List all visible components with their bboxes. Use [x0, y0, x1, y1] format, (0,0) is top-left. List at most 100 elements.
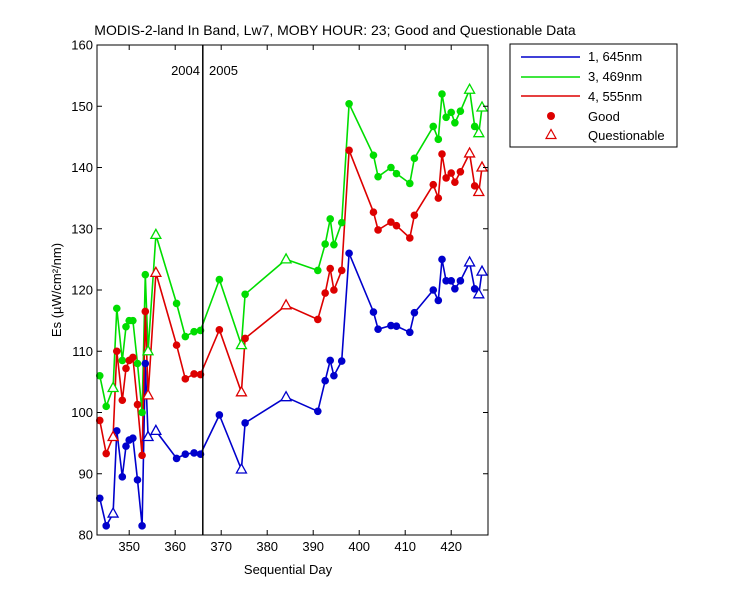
good-point-4-555nm — [326, 264, 335, 273]
questionable-point-3-469nm — [106, 381, 120, 393]
questionable-point-4-555nm — [475, 160, 489, 172]
good-point-3-469nm — [215, 275, 224, 284]
questionable-point-4-555nm — [106, 430, 120, 442]
good-point-1-645nm — [345, 249, 353, 258]
good-point-4-555nm — [410, 211, 419, 220]
questionable-point-4-555nm — [149, 266, 162, 278]
plot-frame — [96, 44, 489, 536]
good-point-3-469nm — [172, 299, 181, 308]
questionable-point-3-469nm — [235, 338, 248, 350]
good-point-3-469nm — [102, 402, 110, 411]
good-point-1-645nm — [410, 308, 419, 317]
legend-label-good: Good — [588, 109, 620, 124]
good-point-4-555nm — [406, 234, 414, 242]
good-point-4-555nm — [129, 353, 137, 362]
good-point-4-555nm — [442, 174, 450, 182]
good-point-3-469nm — [337, 218, 346, 227]
good-point-4-555nm — [451, 178, 459, 186]
series-line-3-469nm — [99, 88, 483, 414]
good-point-3-469nm — [122, 322, 130, 331]
y-tick-label: 130 — [71, 221, 93, 236]
good-point-1-645nm — [326, 356, 335, 365]
good-point-1-645nm — [118, 473, 127, 481]
good-point-1-645nm — [429, 286, 438, 294]
good-point-4-555nm — [387, 218, 395, 226]
year-label-2004: 2004 — [171, 63, 200, 78]
good-point-4-555nm — [314, 315, 322, 324]
good-point-3-469nm — [138, 408, 146, 417]
good-point-1-645nm — [392, 322, 401, 330]
chart-title: MODIS-2-land In Band, Lw7, MOBY HOUR: 23… — [94, 22, 576, 38]
questionable-point-1-645nm — [463, 255, 476, 267]
good-point-1-645nm — [122, 442, 130, 450]
x-tick-label: 390 — [302, 539, 324, 554]
good-point-1-645nm — [129, 434, 137, 443]
good-point-1-645nm — [112, 427, 121, 435]
good-point-1-645nm — [133, 476, 142, 484]
good-point-3-469nm — [406, 179, 414, 188]
legend-label-645: 1, 645nm — [588, 49, 642, 64]
y-tick-label: 90 — [79, 466, 93, 481]
x-tick-label: 370 — [210, 539, 232, 554]
good-point-4-555nm — [369, 208, 378, 217]
y-tick-label: 80 — [79, 528, 93, 543]
good-point-1-645nm — [141, 359, 150, 368]
good-point-3-469nm — [181, 332, 190, 341]
good-point-4-555nm — [133, 400, 142, 409]
good-point-3-469nm — [129, 316, 137, 325]
x-tick-label: 380 — [256, 539, 278, 554]
questionable-point-1-645nm — [106, 506, 120, 518]
good-point-1-645nm — [102, 522, 110, 530]
good-point-4-555nm — [138, 451, 146, 460]
good-point-1-645nm — [369, 308, 378, 316]
good-point-1-645nm — [190, 449, 198, 457]
questionable-point-3-469nm — [149, 228, 162, 240]
legend: 1, 645nm 3, 469nm 4, 555nm Good Question… — [509, 43, 678, 148]
good-point-4-555nm — [438, 150, 446, 158]
axes: 350 360 370 380 390 400 410 420 80 90 100 110 120 130… — [71, 38, 489, 554]
questionable-point-4-555nm — [472, 185, 485, 197]
good-point-1-645nm — [434, 296, 443, 305]
y-tick-label: 120 — [71, 283, 93, 298]
y-tick-label: 110 — [72, 344, 93, 359]
good-point-1-645nm — [172, 454, 181, 463]
good-point-3-469nm — [438, 90, 446, 98]
questionable-point-3-469nm — [463, 82, 476, 94]
good-point-1-645nm — [138, 522, 146, 530]
good-point-1-645nm — [95, 494, 104, 503]
good-point-3-469nm — [112, 304, 121, 313]
good-point-4-555nm — [447, 169, 456, 177]
good-point-3-469nm — [314, 266, 322, 275]
good-point-3-469nm — [141, 270, 150, 279]
good-point-3-469nm — [392, 169, 401, 178]
good-point-4-555nm — [241, 334, 249, 343]
good-point-4-555nm — [122, 364, 130, 373]
good-point-4-555nm — [95, 416, 104, 425]
good-point-4-555nm — [141, 307, 150, 316]
questionable-point-3-469nm — [472, 126, 485, 138]
good-point-4-555nm — [112, 347, 121, 356]
good-point-4-555nm — [215, 326, 224, 334]
good-point-1-645nm — [321, 376, 329, 385]
good-point-4-555nm — [429, 180, 438, 189]
good-point-4-555nm — [172, 341, 181, 349]
good-point-4-555nm — [190, 370, 198, 378]
questionable-point-1-645nm — [235, 462, 248, 474]
x-axis-label: Sequential Day — [244, 562, 333, 577]
good-point-1-645nm — [241, 419, 249, 427]
questionable-point-4-555nm — [235, 385, 248, 397]
questionable-point-3-469nm — [141, 344, 155, 356]
good-point-3-469nm — [470, 122, 479, 131]
good-point-3-469nm — [241, 290, 249, 299]
good-point-1-645nm — [330, 371, 338, 380]
y-tick-label: 100 — [71, 405, 93, 420]
questionable-point-1-645nm — [472, 287, 485, 299]
questionable-point-1-645nm — [141, 430, 155, 442]
legend-label-469: 3, 469nm — [588, 69, 642, 84]
good-point-1-645nm — [314, 407, 322, 416]
good-point-1-645nm — [387, 321, 395, 330]
good-point-3-469nm — [369, 151, 378, 160]
good-point-1-645nm — [181, 450, 190, 458]
good-point-1-645nm — [438, 255, 446, 264]
